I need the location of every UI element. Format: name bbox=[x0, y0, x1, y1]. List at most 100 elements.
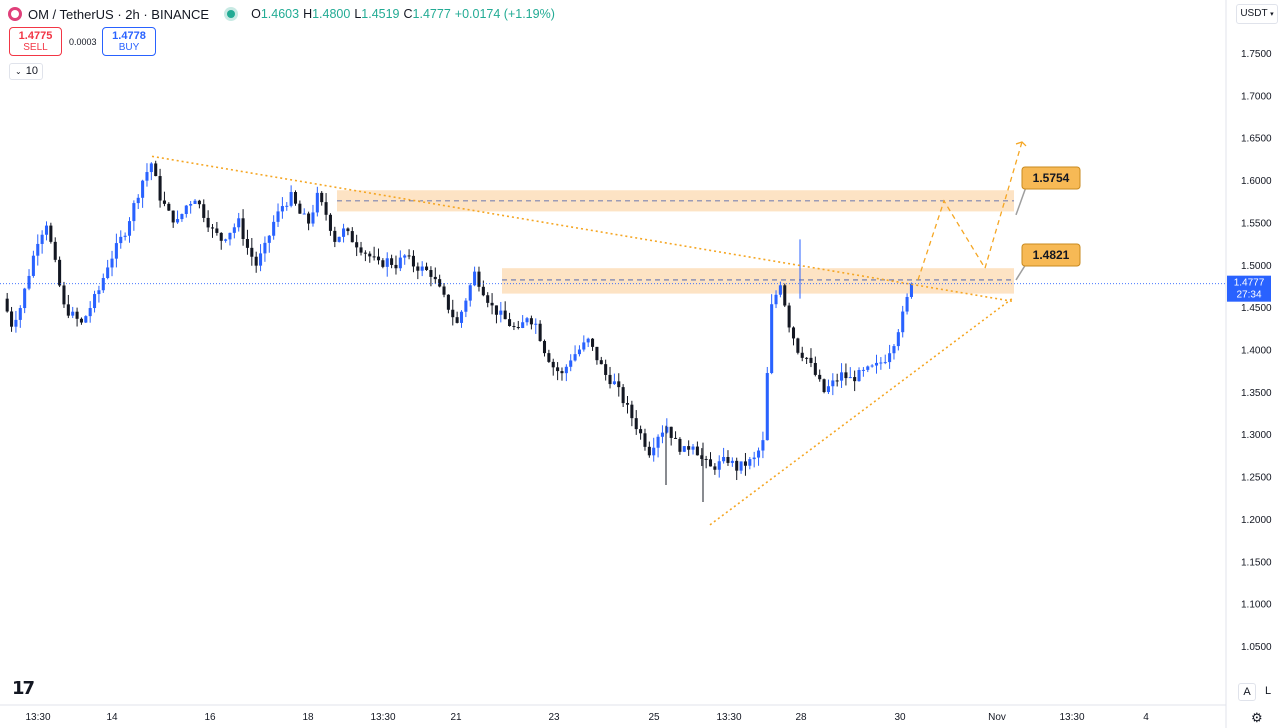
candle-body bbox=[162, 200, 166, 204]
candle-body bbox=[459, 311, 464, 323]
candle-body bbox=[739, 461, 743, 471]
candle-body bbox=[346, 228, 350, 232]
candle-body bbox=[573, 354, 577, 361]
candle-body bbox=[58, 259, 62, 286]
low-value: 1.4519 bbox=[361, 7, 400, 21]
candle-body bbox=[625, 403, 630, 405]
callout-leader bbox=[1015, 186, 1027, 216]
currency-selector[interactable]: USDT ▾ bbox=[1236, 4, 1278, 24]
current-price-tag bbox=[1227, 275, 1271, 302]
candle-body bbox=[184, 205, 188, 215]
candle-body bbox=[119, 236, 123, 244]
candle-body bbox=[704, 458, 708, 460]
high-label: H bbox=[303, 7, 313, 21]
candle-body bbox=[88, 308, 92, 317]
candle-body bbox=[202, 204, 206, 218]
candle-body bbox=[490, 302, 494, 306]
y-tick-label: 1.7000 bbox=[1241, 91, 1272, 102]
y-tick-label: 1.2500 bbox=[1241, 473, 1272, 484]
candle-body bbox=[800, 352, 804, 358]
candle-body bbox=[254, 256, 258, 266]
candle-body bbox=[883, 362, 887, 364]
candle-body bbox=[730, 460, 734, 463]
candle-body bbox=[215, 228, 219, 233]
candle-body bbox=[206, 217, 210, 228]
candle-body bbox=[259, 253, 263, 266]
candle-body bbox=[219, 232, 223, 241]
candle-body bbox=[171, 210, 175, 223]
candle-body bbox=[708, 459, 713, 467]
log-scale-button[interactable]: L bbox=[1264, 685, 1272, 697]
callout-label: 1.4821 bbox=[1033, 248, 1070, 262]
candle-body bbox=[556, 367, 560, 372]
candle-body bbox=[101, 277, 105, 291]
candle-body bbox=[791, 327, 796, 339]
chevron-down-icon: ▾ bbox=[1270, 11, 1274, 18]
candle-body bbox=[647, 446, 651, 456]
candle-body bbox=[311, 212, 315, 224]
candle-body bbox=[473, 271, 477, 286]
candle-body bbox=[368, 253, 372, 257]
candle-body bbox=[735, 460, 739, 471]
candle-body bbox=[687, 446, 691, 450]
candle-body bbox=[468, 285, 472, 301]
candle-body bbox=[481, 286, 485, 296]
settings-gear-icon[interactable]: ⚙ bbox=[1251, 710, 1263, 725]
candle-body bbox=[276, 211, 280, 222]
candle-body bbox=[835, 380, 839, 382]
volume-toggle-value: 10 bbox=[25, 65, 38, 77]
bar-countdown-label: 27:34 bbox=[1236, 290, 1261, 301]
y-tick-label: 1.5500 bbox=[1241, 218, 1272, 229]
candle-body bbox=[429, 270, 433, 277]
x-tick-label: 14 bbox=[106, 712, 118, 723]
current-price-label: 1.4777 bbox=[1234, 278, 1265, 289]
chevron-down-icon: ⌄ bbox=[15, 67, 22, 76]
sell-button[interactable]: 1.4775 SELL bbox=[9, 27, 62, 56]
candle-body bbox=[765, 373, 769, 441]
candle-body bbox=[14, 319, 18, 327]
open-value: 1.4603 bbox=[260, 7, 300, 21]
descending-trendline bbox=[151, 155, 1013, 303]
symbol-title[interactable]: OM / TetherUS · 2h · BINANCE bbox=[28, 6, 210, 22]
candle-body bbox=[66, 304, 70, 316]
candle-body bbox=[848, 377, 852, 379]
candle-body bbox=[407, 255, 411, 257]
projection-path bbox=[917, 141, 1023, 281]
candle-body bbox=[499, 310, 503, 315]
candle-body bbox=[534, 323, 538, 325]
candle-body bbox=[770, 304, 774, 374]
candle-body bbox=[905, 296, 909, 312]
candle-body bbox=[210, 227, 215, 229]
candle-body bbox=[787, 305, 791, 328]
y-tick-label: 1.4000 bbox=[1241, 346, 1272, 357]
auto-scale-button[interactable]: A bbox=[1238, 683, 1256, 701]
callout-box bbox=[1021, 166, 1081, 190]
candle-body bbox=[577, 349, 581, 355]
candle-body bbox=[62, 285, 66, 305]
candle-body bbox=[826, 386, 830, 393]
y-tick-label: 1.5000 bbox=[1241, 261, 1272, 272]
candle-body bbox=[621, 387, 625, 404]
candle-body bbox=[154, 163, 158, 177]
candle-body bbox=[726, 456, 730, 463]
candle-body bbox=[237, 218, 241, 228]
candle-body bbox=[560, 371, 564, 374]
candle-body bbox=[599, 360, 603, 365]
candle-body bbox=[228, 232, 232, 240]
volume-toggle[interactable]: ⌄ 10 bbox=[9, 63, 43, 80]
spread-value: 0.0003 bbox=[69, 37, 97, 47]
candle-body bbox=[289, 192, 293, 206]
x-tick-label: 30 bbox=[894, 712, 906, 723]
tradingview-logo: 17 bbox=[12, 678, 35, 699]
candle-body bbox=[27, 275, 31, 289]
candle-body bbox=[748, 459, 752, 466]
buy-button[interactable]: 1.4778 BUY bbox=[102, 27, 156, 56]
candle-body bbox=[416, 266, 420, 271]
candle-body bbox=[674, 437, 678, 439]
candle-body bbox=[97, 290, 101, 295]
candle-body bbox=[75, 311, 79, 319]
x-tick-label: 13:30 bbox=[716, 712, 741, 723]
candle-body bbox=[93, 294, 97, 309]
candle-body bbox=[398, 257, 402, 269]
